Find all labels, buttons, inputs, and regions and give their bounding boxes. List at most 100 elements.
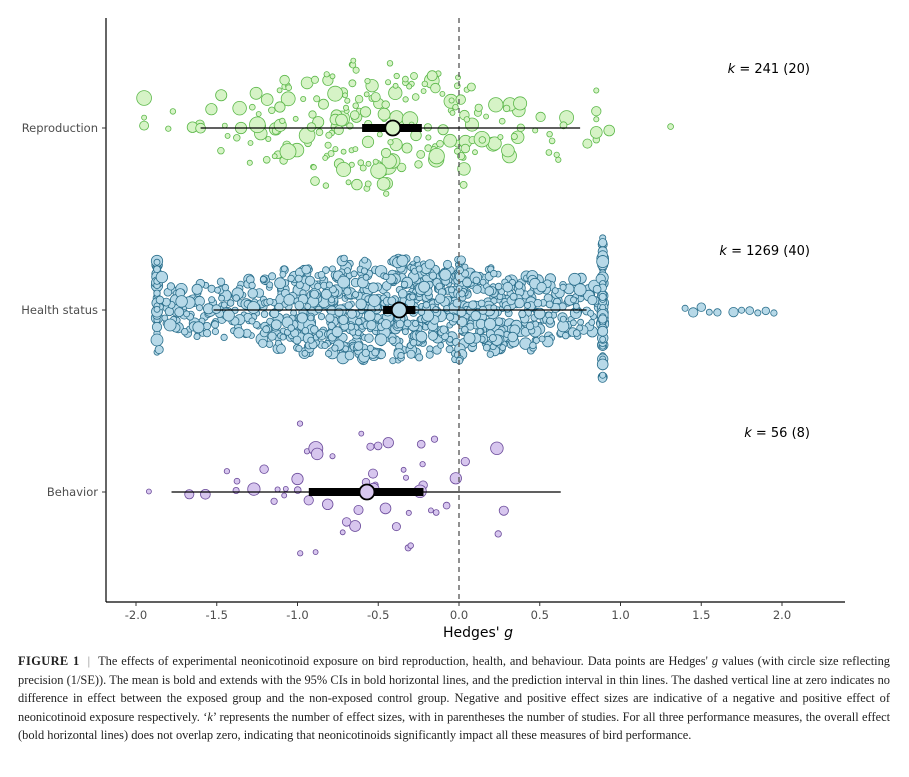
effect-size-point [247,482,261,496]
effect-size-point [381,100,390,109]
effect-size-point [359,106,372,118]
x-tick-label: 1.0 [611,608,629,622]
effect-size-point [350,57,357,64]
overall-mean-point [358,483,376,501]
effect-size-point [325,313,335,323]
effect-size-point [364,333,374,343]
effect-size-point [151,321,163,333]
effect-size-point [426,70,438,82]
effect-size-point [419,461,426,468]
effect-size-point [667,123,674,130]
effect-size-point [439,91,446,97]
effect-size-point [216,277,226,286]
effect-size-point [279,74,290,86]
effect-size-point [479,278,487,286]
effect-size-point [696,302,707,312]
data-points-layer [136,57,778,557]
effect-size-point [370,92,381,103]
effect-size-point [745,306,754,315]
effect-size-point [524,301,532,309]
effect-size-point [317,270,326,279]
effect-size-point [423,123,432,132]
effect-size-point [344,267,351,275]
effect-size-point [407,542,414,549]
effect-size-point [329,453,336,460]
effect-size-point [292,335,302,345]
effect-size-point [320,288,332,300]
effect-size-point [315,128,324,137]
effect-size-point [246,159,253,166]
effect-size-point [145,488,152,495]
figure-label: FIGURE 1 [18,654,80,668]
effect-size-point [361,135,375,148]
effect-size-point [387,139,394,146]
x-tick-label: -0.5 [367,608,389,622]
effect-size-point [436,140,444,148]
effect-size-point [332,146,339,153]
effect-size-point [266,297,274,306]
effect-size-point [376,177,391,191]
effect-size-point [414,160,423,169]
effect-size-point [486,350,494,358]
effect-size-point [411,319,419,327]
effect-size-point [211,320,220,329]
effect-size-point [457,316,468,328]
effect-size-point [267,331,277,341]
effect-size-point [193,332,201,340]
effect-size-point [363,310,376,322]
effect-size-point [425,350,434,359]
effect-size-point [466,82,476,92]
effect-size-point [304,303,312,310]
effect-size-point [310,176,320,186]
effect-size-point [400,466,407,473]
effect-size-point [476,327,484,335]
effect-size-point [328,296,336,304]
effect-size-point [372,158,379,165]
effect-size-point [572,302,580,310]
effect-size-point [587,295,598,306]
effect-size-point [165,125,172,132]
effect-size-point [405,509,412,516]
effect-size-point [175,295,188,308]
effect-size-point [247,288,258,299]
effect-size-point [351,178,363,191]
effect-size-point [258,338,268,348]
effect-size-point [342,92,349,99]
effect-size-point [395,319,405,329]
overall-mean-point [390,301,408,319]
effect-size-point [232,486,240,494]
effect-size-point [513,96,528,111]
effect-size-point [533,299,543,308]
effect-size-point [415,265,423,273]
effect-size-point [559,283,567,291]
effect-size-point [360,267,368,275]
effect-size-point [260,310,269,318]
effect-size-point [400,280,409,289]
caption-separator: | [87,654,91,668]
effect-size-point [452,298,462,308]
effect-size-point [427,507,434,514]
effect-size-point [398,289,408,299]
effect-size-point [353,504,364,515]
effect-size-point [738,306,746,314]
effect-size-point [424,144,433,152]
effect-size-point [490,441,504,456]
effect-size-point [336,161,352,177]
effect-size-point [488,97,504,113]
effect-size-point [155,295,165,305]
effect-size-point [401,142,413,154]
caption-k: k [207,709,213,724]
effect-size-point [270,497,278,505]
interval-lines-layer [171,18,587,602]
effect-size-point [381,319,392,330]
effect-size-point [353,341,364,351]
effect-size-point [315,330,323,338]
effect-size-point [342,104,349,111]
effect-size-point [582,138,593,149]
effect-size-point [472,284,482,294]
effect-size-point [322,266,330,274]
effect-size-point [226,299,235,307]
effect-size-point [291,472,304,486]
effect-size-point [403,319,412,328]
overall-mean-point [384,119,402,137]
